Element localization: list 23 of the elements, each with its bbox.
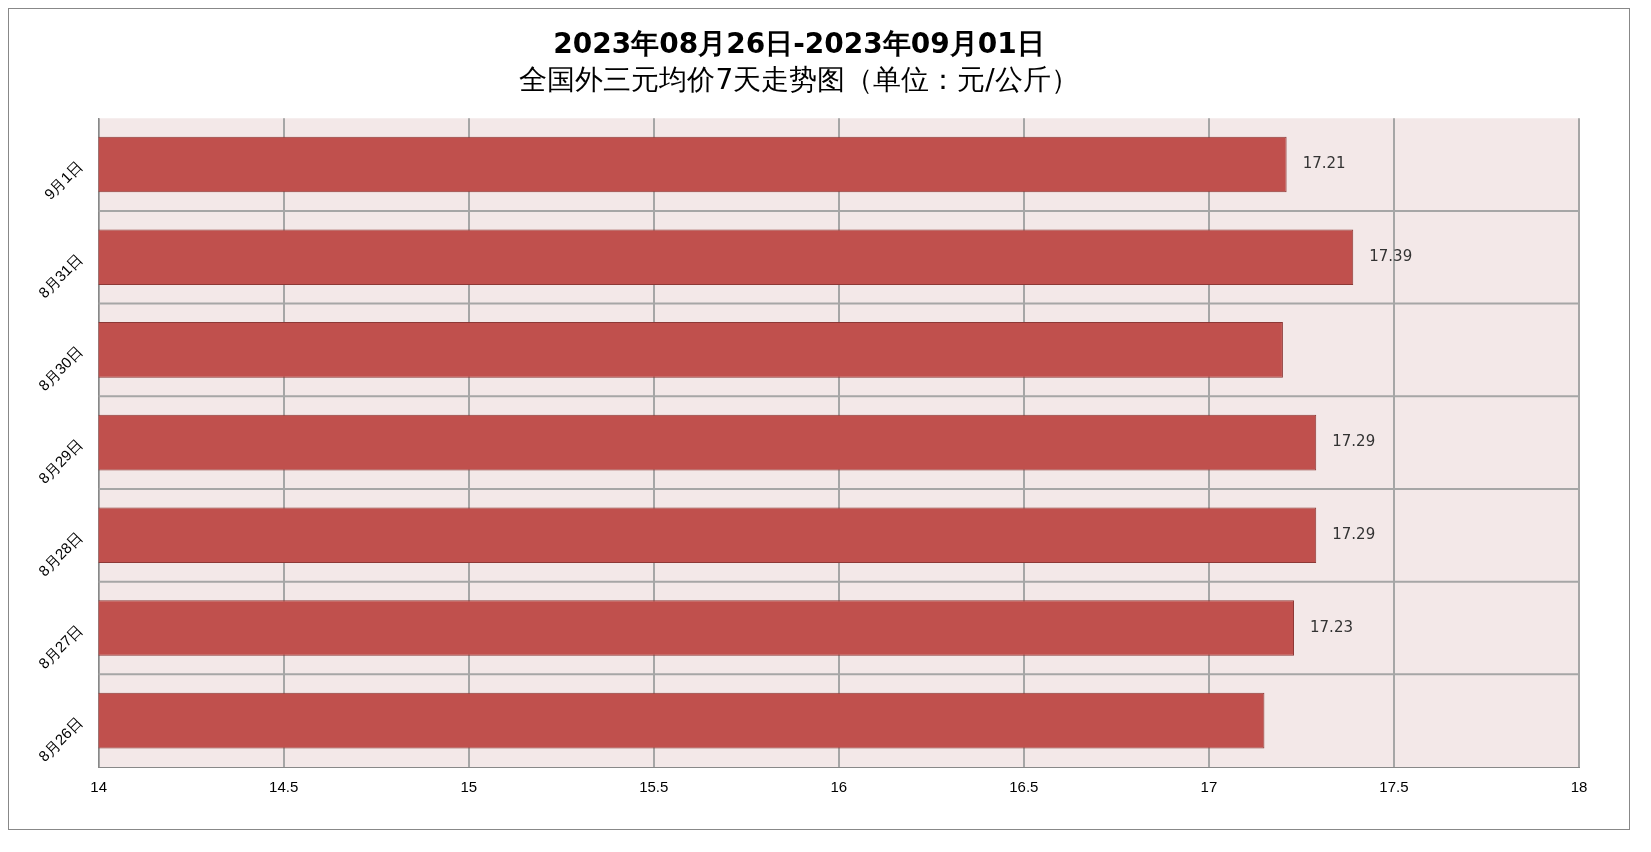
chart-title: 2023年08月26日-2023年09月01日 xyxy=(553,27,1045,61)
x-tick-label: 15.5 xyxy=(639,778,669,796)
data-label: 17.39 xyxy=(1369,247,1413,266)
y-tick-label: 8月30日 xyxy=(34,342,86,394)
x-tick-label: 17.5 xyxy=(1379,778,1409,796)
x-tick-label: 16 xyxy=(830,778,848,796)
x-tick-label: 18 xyxy=(1570,778,1588,796)
x-tick-label: 15 xyxy=(460,778,478,796)
y-tick-label: 8月27日 xyxy=(34,621,86,672)
y-tick-label: 9月1日 xyxy=(40,157,86,203)
y-tick-label: 8月29日 xyxy=(34,435,86,487)
data-label: 17.21 xyxy=(1302,154,1346,173)
data-label: 17.29 xyxy=(1332,432,1376,451)
x-tick-label: 16.5 xyxy=(1009,778,1039,796)
x-tick-label: 14 xyxy=(90,778,107,796)
data-label: 17.23 xyxy=(1310,617,1353,636)
x-tick-label: 14.5 xyxy=(269,778,299,796)
data-label: 17.29 xyxy=(1332,525,1376,544)
y-tick-label: 8月31日 xyxy=(34,250,86,302)
x-tick-label: 17 xyxy=(1200,778,1218,796)
y-tick-label: 8月28日 xyxy=(34,528,86,580)
y-tick-label: 8月26日 xyxy=(34,713,86,765)
chart-subtitle: 全国外三元均价7天走势图（单位：元/公斤） xyxy=(519,62,1079,96)
